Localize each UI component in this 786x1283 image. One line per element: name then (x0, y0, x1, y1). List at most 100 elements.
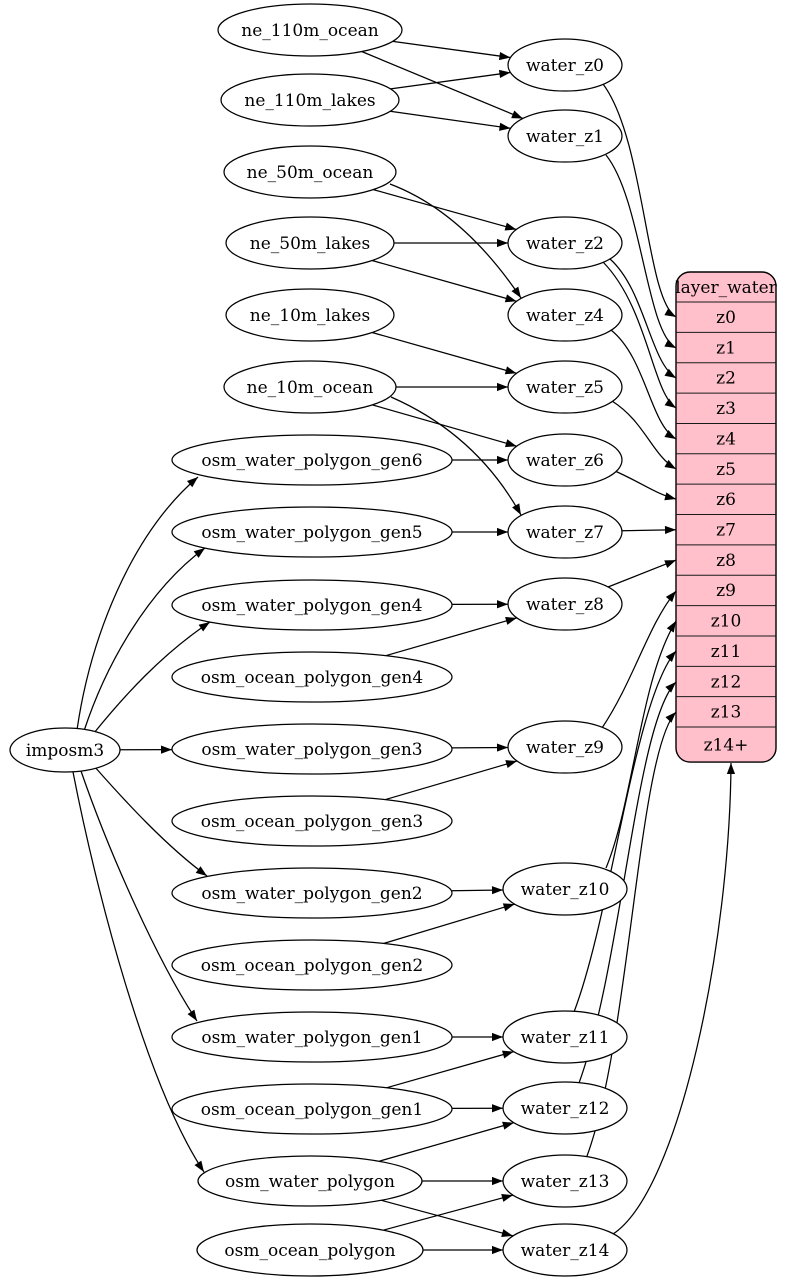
record-row-z14+-label: z14+ (704, 735, 749, 755)
node-ne_10m_ocean: ne_10m_ocean (223, 360, 397, 414)
edge-ne_10m_ocean-to-water_z6 (372, 404, 517, 448)
node-ne_10m_ocean-label: ne_10m_ocean (247, 378, 374, 398)
node-osm_water_polygon-shape (197, 1155, 423, 1207)
node-osm_water_polygon_gen3: osm_water_polygon_gen3 (171, 723, 453, 775)
node-osm_water_polygon_gen3-label: osm_water_polygon_gen3 (201, 740, 422, 760)
edges (72, 40, 736, 1255)
node-water_z13-label: water_z13 (521, 1172, 610, 1192)
node-water_z5-label: water_z5 (526, 378, 604, 398)
record-row-z13-label: z13 (711, 703, 742, 723)
node-water_z5-shape (507, 360, 623, 414)
node-water_z7-shape (507, 505, 623, 559)
edge-ne_110m_lakes-to-water_z1 (390, 110, 511, 131)
node-osm_water_polygon_gen5-shape (171, 506, 453, 558)
node-water_z11: water_z11 (502, 1010, 628, 1064)
record-row-z9-label: z9 (716, 581, 736, 601)
edge-ne_50m_ocean-to-water_z2 (373, 188, 517, 231)
node-ne_10m_lakes-label: ne_10m_lakes (250, 306, 370, 326)
node-ne_50m_lakes-label: ne_50m_lakes (250, 234, 370, 254)
node-ne_110m_ocean: ne_110m_ocean (217, 3, 403, 57)
edge-ne_110m_ocean-to-water_z1 (361, 50, 524, 120)
node-osm_water_polygon_gen4-label: osm_water_polygon_gen4 (201, 596, 422, 616)
edge-osm_ocean_polygon_gen1-to-water_z11 (386, 1050, 514, 1089)
node-osm_water_polygon_gen1: osm_water_polygon_gen1 (171, 1011, 453, 1063)
node-imposm3-shape (9, 727, 121, 773)
edge-ne_110m_ocean-to-water_z0 (392, 40, 511, 61)
node-ne_50m_lakes: ne_50m_lakes (225, 216, 395, 270)
node-ne_10m_lakes: ne_10m_lakes (225, 288, 395, 342)
edge-water_z7-to-layer_water-z7 (621, 525, 677, 535)
node-osm_ocean_polygon: osm_ocean_polygon (196, 1223, 424, 1277)
node-water_z12-shape (502, 1081, 628, 1135)
node-ne_50m_ocean-label: ne_50m_ocean (247, 163, 374, 183)
edge-water_z1-to-layer_water-z1 (605, 154, 677, 349)
node-water_z6-shape (507, 433, 623, 487)
node-water_z0: water_z0 (507, 38, 623, 92)
edge-ne_110m_lakes-to-water_z0 (390, 69, 511, 90)
record-row-z8-label: z8 (716, 551, 736, 571)
node-water_z14-label: water_z14 (521, 1241, 610, 1261)
node-water_z9-shape (507, 720, 623, 774)
edge-ne_50m_ocean-to-water_z4 (389, 183, 522, 299)
node-osm_water_polygon_gen4-shape (171, 579, 453, 631)
node-water_z5: water_z5 (507, 360, 623, 414)
edge-osm_water_polygon_gen2-to-water_z10 (451, 886, 504, 895)
node-osm_ocean_polygon_gen3: osm_ocean_polygon_gen3 (171, 795, 453, 847)
node-ne_50m_lakes-shape (225, 216, 395, 270)
node-ne_110m_ocean-shape (217, 3, 403, 57)
node-water_z6: water_z6 (507, 433, 623, 487)
node-water_z12-label: water_z12 (521, 1099, 610, 1119)
edge-ne_10m_lakes-to-water_z5 (371, 331, 517, 375)
edge-water_z9-to-layer_water-z9 (601, 590, 677, 729)
edge-osm_ocean_polygon_gen2-to-water_z10 (383, 903, 515, 945)
record-row-z2-label: z2 (716, 369, 736, 389)
record-row-z0-label: z0 (716, 308, 736, 328)
node-water_z7: water_z7 (507, 505, 623, 559)
node-water_z10-label: water_z10 (521, 880, 610, 900)
node-water_z2-shape (507, 216, 623, 270)
node-osm_ocean_polygon-label: osm_ocean_polygon (224, 1241, 395, 1261)
node-ne_110m_lakes-label: ne_110m_lakes (244, 91, 375, 111)
node-water_z0-shape (507, 38, 623, 92)
node-ne_110m_ocean-label: ne_110m_ocean (241, 21, 379, 41)
edge-imposm3-to-osm_water_polygon_gen1 (80, 770, 198, 1022)
edge-water_z4-to-layer_water-z4 (610, 329, 677, 440)
node-imposm3-label: imposm3 (26, 741, 104, 761)
node-osm_water_polygon_gen4: osm_water_polygon_gen4 (171, 579, 453, 631)
edge-water_z10-to-layer_water-z10 (605, 620, 677, 869)
edge-water_z14-to-layer_water-z14+ (612, 762, 736, 1235)
node-ne_50m_ocean: ne_50m_ocean (223, 145, 397, 199)
node-water_z9-label: water_z9 (526, 738, 604, 758)
node-osm_ocean_polygon-shape (196, 1223, 424, 1277)
node-water_z13-shape (502, 1154, 628, 1208)
node-water_z11-shape (502, 1010, 628, 1064)
node-osm_ocean_polygon_gen4: osm_ocean_polygon_gen4 (171, 651, 453, 703)
node-water_z4-label: water_z4 (526, 306, 604, 326)
node-water_z2: water_z2 (507, 216, 623, 270)
node-osm_water_polygon_gen6-shape (171, 434, 453, 486)
record-row-z10-label: z10 (711, 612, 742, 632)
node-osm_water_polygon_gen2: osm_water_polygon_gen2 (171, 867, 453, 919)
node-water_z13: water_z13 (502, 1154, 628, 1208)
record-row-z1-label: z1 (716, 338, 736, 358)
node-osm_water_polygon_gen5: osm_water_polygon_gen5 (171, 506, 453, 558)
record-row-z4-label: z4 (716, 429, 736, 449)
node-osm_ocean_polygon_gen4-label: osm_ocean_polygon_gen4 (201, 668, 423, 688)
node-osm_ocean_polygon_gen1-shape (171, 1083, 453, 1135)
edge-osm_ocean_polygon_gen4-to-water_z8 (385, 617, 517, 657)
record-row-z5-label: z5 (716, 460, 736, 480)
node-water_z10-shape (502, 862, 628, 916)
node-osm_ocean_polygon_gen1-label: osm_ocean_polygon_gen1 (201, 1100, 423, 1120)
node-osm_water_polygon_gen2-label: osm_water_polygon_gen2 (201, 884, 422, 904)
edge-osm_water_polygon-to-water_z14 (381, 1199, 514, 1237)
node-osm_water_polygon-label: osm_water_polygon (225, 1172, 395, 1192)
edge-ne_10m_ocean-to-water_z7 (390, 396, 522, 516)
node-osm_ocean_polygon_gen4-shape (171, 651, 453, 703)
record-row-z7-label: z7 (716, 520, 736, 540)
node-water_z10: water_z10 (502, 862, 628, 916)
node-ne_50m_ocean-shape (223, 145, 397, 199)
node-ne_110m_lakes: ne_110m_lakes (220, 73, 400, 127)
node-water_z11-label: water_z11 (521, 1028, 610, 1048)
